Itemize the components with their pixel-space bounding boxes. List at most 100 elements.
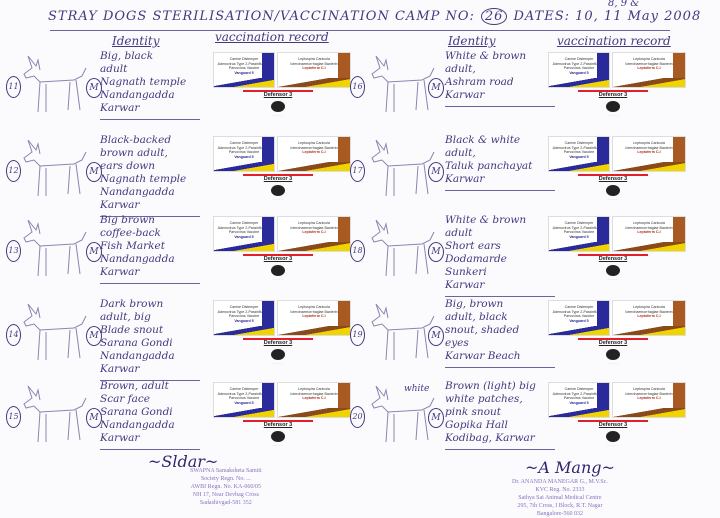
sex-marker: M bbox=[86, 242, 102, 262]
dog-cat-logo-icon bbox=[271, 349, 285, 360]
vaccine-label-dhpp: Canine Distemper Adenovirus Type 2-Parain… bbox=[213, 136, 275, 172]
vaccine-label-lepto: Leptospira Canicola Icterohaemorrhagiae B… bbox=[277, 52, 351, 88]
dog-sketch-icon bbox=[23, 219, 87, 277]
rabies-vaccine-label: Defensor 3 bbox=[598, 176, 628, 182]
vaccine-label-lepto: Leptospira Canicola Icterohaemorrhagiae B… bbox=[612, 216, 686, 252]
camp-number: 26 bbox=[480, 8, 508, 25]
dog-sketch bbox=[14, 132, 92, 202]
dog-identity: Brown (light) big white patches, pink snou… bbox=[445, 380, 536, 444]
vaccine-label-lepto: Leptospira Canicola Icterohaemorrhagiae B… bbox=[277, 382, 351, 418]
identity-heading-left: Identity bbox=[112, 34, 160, 48]
sketch-note: white bbox=[404, 384, 430, 394]
dog-sketch bbox=[362, 378, 440, 448]
vaccine-label-dhpp: Canine Distemper Adenovirus Type 2-Parain… bbox=[548, 216, 610, 252]
dates-annotation: 8, 9 & bbox=[608, 0, 640, 9]
dog-number: 11 bbox=[6, 76, 21, 98]
vaccination-heading-left: vaccination record bbox=[215, 30, 329, 44]
dog-number: 18 bbox=[350, 240, 365, 262]
stamp-right: Dr. ANANDA MANEGAR G., M.V.Sc. KVC Reg. N… bbox=[512, 479, 608, 517]
rabies-vaccine-label: Defensor 3 bbox=[598, 92, 628, 98]
dog-cat-logo-icon bbox=[606, 431, 620, 442]
dog-sketch-icon bbox=[23, 385, 87, 443]
dog-number: 12 bbox=[6, 160, 21, 182]
divider bbox=[100, 380, 200, 381]
vaccine-label-lepto: Leptospira Canicola Icterohaemorrhagiae B… bbox=[612, 300, 686, 336]
divider bbox=[243, 90, 313, 92]
label-fine-print: . . . . . . . bbox=[607, 113, 619, 117]
label-fine-print: . . . . . . . bbox=[272, 197, 284, 201]
dog-identity: Big brown coffee-back Fish Market Nandangad… bbox=[100, 214, 175, 278]
label-fine-print: . . . . . . . bbox=[272, 113, 284, 117]
vaccine-label-dhpp: Canine Distemper Adenovirus Type 2-Parain… bbox=[548, 300, 610, 336]
rabies-vaccine-label: Defensor 3 bbox=[263, 176, 293, 182]
divider bbox=[445, 190, 555, 191]
vaccine-label-lepto: Leptospira Canicola Icterohaemorrhagiae B… bbox=[612, 382, 686, 418]
dog-cat-logo-icon bbox=[271, 185, 285, 196]
dog-identity: Brown, adult Scar face Sarana Gondi Nandang… bbox=[100, 380, 175, 444]
dog-number: 14 bbox=[6, 324, 21, 346]
dog-sketch bbox=[362, 296, 440, 366]
vaccine-label-dhpp: Canine Distemper Adenovirus Type 2-Parain… bbox=[213, 300, 275, 336]
vaccine-label-lepto: Leptospira Canicola Icterohaemorrhagiae B… bbox=[277, 136, 351, 172]
dog-sketch-icon bbox=[371, 55, 435, 113]
dog-sketch-icon bbox=[23, 139, 87, 197]
dog-sketch-icon bbox=[371, 385, 435, 443]
dog-identity: White & brown adult Short ears Dodamarde Sun… bbox=[445, 214, 527, 291]
vaccination-record: Canine Distemper Adenovirus Type 2-Parain… bbox=[548, 382, 686, 452]
vaccination-record: Canine Distemper Adenovirus Type 2-Parain… bbox=[213, 382, 351, 452]
sex-marker: M bbox=[428, 242, 444, 262]
vaccination-record: Canine Distemper Adenovirus Type 2-Parain… bbox=[548, 52, 686, 122]
divider bbox=[243, 338, 313, 340]
dog-cat-logo-icon bbox=[606, 101, 620, 112]
label-fine-print: . . . . . . . bbox=[272, 277, 284, 281]
divider bbox=[445, 449, 555, 450]
divider bbox=[243, 174, 313, 176]
document-title: STRAY DOGS STERILISATION/VACCINATION CAM… bbox=[48, 8, 702, 25]
divider bbox=[578, 90, 648, 92]
dog-identity: Black-backed brown adult, ears down Nagnath… bbox=[100, 134, 187, 211]
vaccine-label-dhpp: Canine Distemper Adenovirus Type 2-Parain… bbox=[213, 382, 275, 418]
dog-identity: White & brown adult, Ashram road Karwar bbox=[445, 50, 527, 101]
dog-cat-logo-icon bbox=[271, 431, 285, 442]
dog-number: 19 bbox=[350, 324, 365, 346]
signature-left: ~Sldar~ bbox=[148, 452, 219, 471]
label-fine-print: . . . . . . . bbox=[607, 361, 619, 365]
rabies-vaccine-label: Defensor 3 bbox=[598, 340, 628, 346]
rabies-vaccine-label: Defensor 3 bbox=[598, 256, 628, 262]
divider bbox=[445, 296, 555, 297]
dog-number: 13 bbox=[6, 240, 21, 262]
label-fine-print: . . . . . . . bbox=[272, 443, 284, 447]
vaccine-label-dhpp: Canine Distemper Adenovirus Type 2-Parain… bbox=[548, 136, 610, 172]
rabies-vaccine-label: Defensor 3 bbox=[263, 340, 293, 346]
dog-identity: Big, black adult Nagnath temple Nandangadda… bbox=[100, 50, 187, 114]
dog-sketch-icon bbox=[23, 55, 87, 113]
vaccine-label-lepto: Leptospira Canicola Icterohaemorrhagiae B… bbox=[277, 300, 351, 336]
divider bbox=[100, 216, 200, 217]
dog-sketch bbox=[14, 296, 92, 366]
rabies-vaccine-label: Defensor 3 bbox=[263, 256, 293, 262]
sex-marker: M bbox=[86, 78, 102, 98]
sex-marker: M bbox=[86, 408, 102, 428]
stamp-left: SWAPNA Samaksheta Samiti Society Regn. No… bbox=[190, 468, 262, 506]
divider bbox=[243, 420, 313, 422]
divider bbox=[578, 420, 648, 422]
vaccine-label-dhpp: Canine Distemper Adenovirus Type 2-Parain… bbox=[548, 52, 610, 88]
vaccine-label-dhpp: Canine Distemper Adenovirus Type 2-Parain… bbox=[213, 52, 275, 88]
dog-identity: Dark brown adult, big Blade snout Sarana Go… bbox=[100, 298, 175, 375]
vaccine-label-dhpp: Canine Distemper Adenovirus Type 2-Parain… bbox=[548, 382, 610, 418]
divider bbox=[100, 119, 200, 120]
dog-sketch-icon bbox=[371, 139, 435, 197]
dog-number: 20 bbox=[350, 406, 365, 428]
sex-marker: M bbox=[428, 408, 444, 428]
rabies-vaccine-label: Defensor 3 bbox=[263, 92, 293, 98]
divider bbox=[445, 367, 555, 368]
vaccination-record: Canine Distemper Adenovirus Type 2-Parain… bbox=[548, 136, 686, 206]
divider bbox=[578, 254, 648, 256]
vaccination-heading-right: vaccination record bbox=[557, 34, 671, 48]
dog-number: 15 bbox=[6, 406, 21, 428]
dog-sketch bbox=[362, 132, 440, 202]
divider bbox=[100, 283, 200, 284]
label-fine-print: . . . . . . . bbox=[607, 443, 619, 447]
sex-marker: M bbox=[86, 326, 102, 346]
divider bbox=[50, 30, 670, 31]
